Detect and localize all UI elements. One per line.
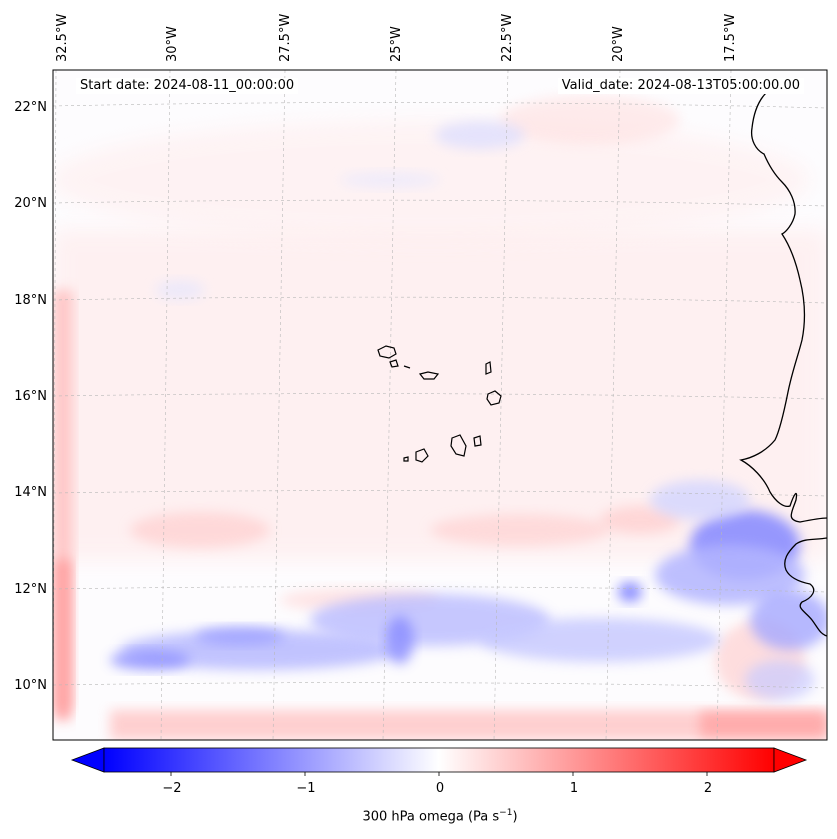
cbar-tick-label: 2	[704, 781, 712, 796]
cbar-tick-label: −1	[296, 781, 315, 796]
cbar-tick-label: 0	[436, 781, 444, 796]
cbar-tick-label: 1	[570, 781, 578, 796]
africa-coastline	[739, 87, 827, 523]
colorbar: −2 −1 0 1 2	[70, 747, 808, 796]
lon-label-30w: 30°W	[165, 26, 180, 62]
colorbar-title-text: 300 hPa omega (Pa s	[362, 809, 500, 825]
lat-label-20n: 20°N	[14, 196, 47, 211]
lon-label-20w: 20°W	[611, 26, 626, 62]
lon-label-17-5w: 17.5°W	[723, 14, 738, 62]
valid-date-label: Valid_date: 2024-08-13T05:00:00.00	[557, 78, 804, 94]
colorbar-title-exponent: −1	[499, 808, 513, 818]
lat-label-18n: 18°N	[14, 293, 47, 308]
colorbar-title-close: )	[512, 809, 518, 825]
africa-coastline-south	[784, 537, 827, 637]
colorbar-gradient	[103, 747, 775, 773]
start-date-label: Start date: 2024-08-11_00:00:00	[76, 78, 299, 94]
lon-label-22-5w: 22.5°W	[500, 14, 515, 62]
lon-label-27-5w: 27.5°W	[278, 14, 293, 62]
plot-frame	[52, 69, 828, 741]
lat-label-22n: 22°N	[14, 100, 47, 115]
colorbar-tick-labels: −2 −1 0 1 2	[162, 781, 712, 796]
colorbar-extend-high	[773, 747, 808, 773]
lat-label-14n: 14°N	[14, 485, 47, 500]
colorbar-title: 300 hPa omega (Pa s−1)	[0, 808, 837, 824]
lon-label-32-5w: 32.5°W	[55, 14, 70, 62]
cape-verde-islands	[377, 345, 502, 463]
cbar-tick-label: −2	[162, 781, 181, 796]
lat-label-16n: 16°N	[14, 389, 47, 404]
longitude-labels: 32.5°W 30°W 27.5°W 25°W 22.5°W 20°W 17.5…	[55, 14, 738, 62]
lat-label-10n: 10°N	[14, 678, 47, 693]
latitude-labels: 22°N 20°N 18°N 16°N 14°N 12°N 10°N	[14, 100, 47, 693]
lat-label-12n: 12°N	[14, 582, 47, 597]
omega-field	[53, 95, 827, 740]
colorbar-ticks	[170, 772, 708, 776]
lon-label-25w: 25°W	[389, 26, 404, 62]
colorbar-extend-low	[70, 747, 105, 773]
